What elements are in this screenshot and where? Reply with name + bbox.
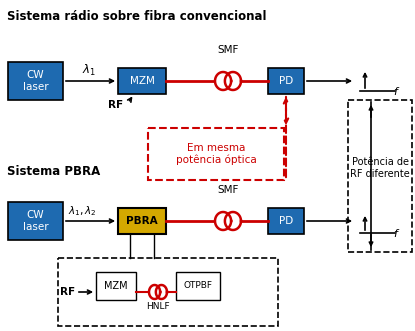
Bar <box>8 202 63 240</box>
Text: Em mesma
potência óptica: Em mesma potência óptica <box>176 143 256 165</box>
Text: PD: PD <box>279 76 293 86</box>
Bar <box>8 62 63 100</box>
Text: SMF: SMF <box>217 45 239 55</box>
Bar <box>268 208 304 234</box>
Text: MZM: MZM <box>129 76 154 86</box>
Bar <box>118 208 166 234</box>
Text: OTPBF: OTPBF <box>183 281 212 291</box>
Text: SMF: SMF <box>217 185 239 195</box>
Text: PD: PD <box>279 216 293 226</box>
Bar <box>176 272 220 300</box>
Text: CW
laser: CW laser <box>23 210 48 232</box>
Text: PBRA: PBRA <box>126 216 158 226</box>
Text: $f$: $f$ <box>393 227 400 239</box>
Text: $\lambda_1$: $\lambda_1$ <box>82 63 96 78</box>
Text: RF: RF <box>60 287 75 297</box>
Bar <box>348 100 412 252</box>
Text: Potência de
RF diferente: Potência de RF diferente <box>350 157 410 179</box>
Text: Sistema rádio sobre fibra convencional: Sistema rádio sobre fibra convencional <box>7 10 266 23</box>
Bar <box>268 68 304 94</box>
Text: $\lambda_1, \lambda_2$: $\lambda_1, \lambda_2$ <box>68 204 96 218</box>
Text: CW
laser: CW laser <box>23 70 48 92</box>
Bar <box>118 68 166 94</box>
Text: MZM: MZM <box>104 281 128 291</box>
Text: Sistema PBRA: Sistema PBRA <box>7 165 100 178</box>
Text: RF: RF <box>108 100 123 110</box>
Bar <box>148 128 284 180</box>
Text: $f$: $f$ <box>393 85 400 97</box>
Bar <box>96 272 136 300</box>
Bar <box>58 258 278 326</box>
Text: HNLF: HNLF <box>146 302 170 311</box>
